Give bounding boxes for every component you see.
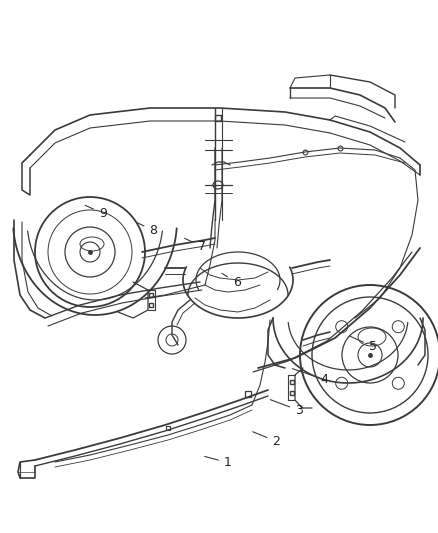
Text: 4: 4: [292, 369, 328, 386]
Text: 9: 9: [85, 205, 106, 220]
Text: 5: 5: [349, 336, 376, 353]
Text: 8: 8: [136, 222, 157, 237]
Text: 6: 6: [221, 273, 240, 289]
Text: 3: 3: [270, 400, 302, 417]
Text: 7: 7: [184, 238, 205, 253]
Text: 2: 2: [252, 432, 279, 448]
Text: 1: 1: [204, 456, 231, 469]
